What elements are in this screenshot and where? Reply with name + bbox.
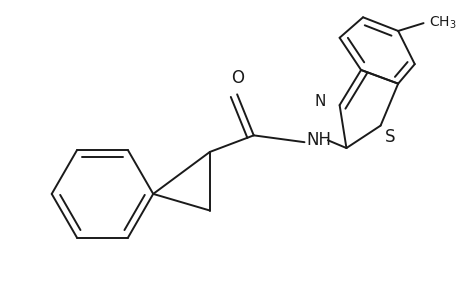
Text: S: S [384,128,394,146]
Text: CH$_3$: CH$_3$ [428,15,456,31]
Text: NH: NH [306,131,331,149]
Text: N: N [314,94,325,109]
Text: O: O [230,69,243,87]
